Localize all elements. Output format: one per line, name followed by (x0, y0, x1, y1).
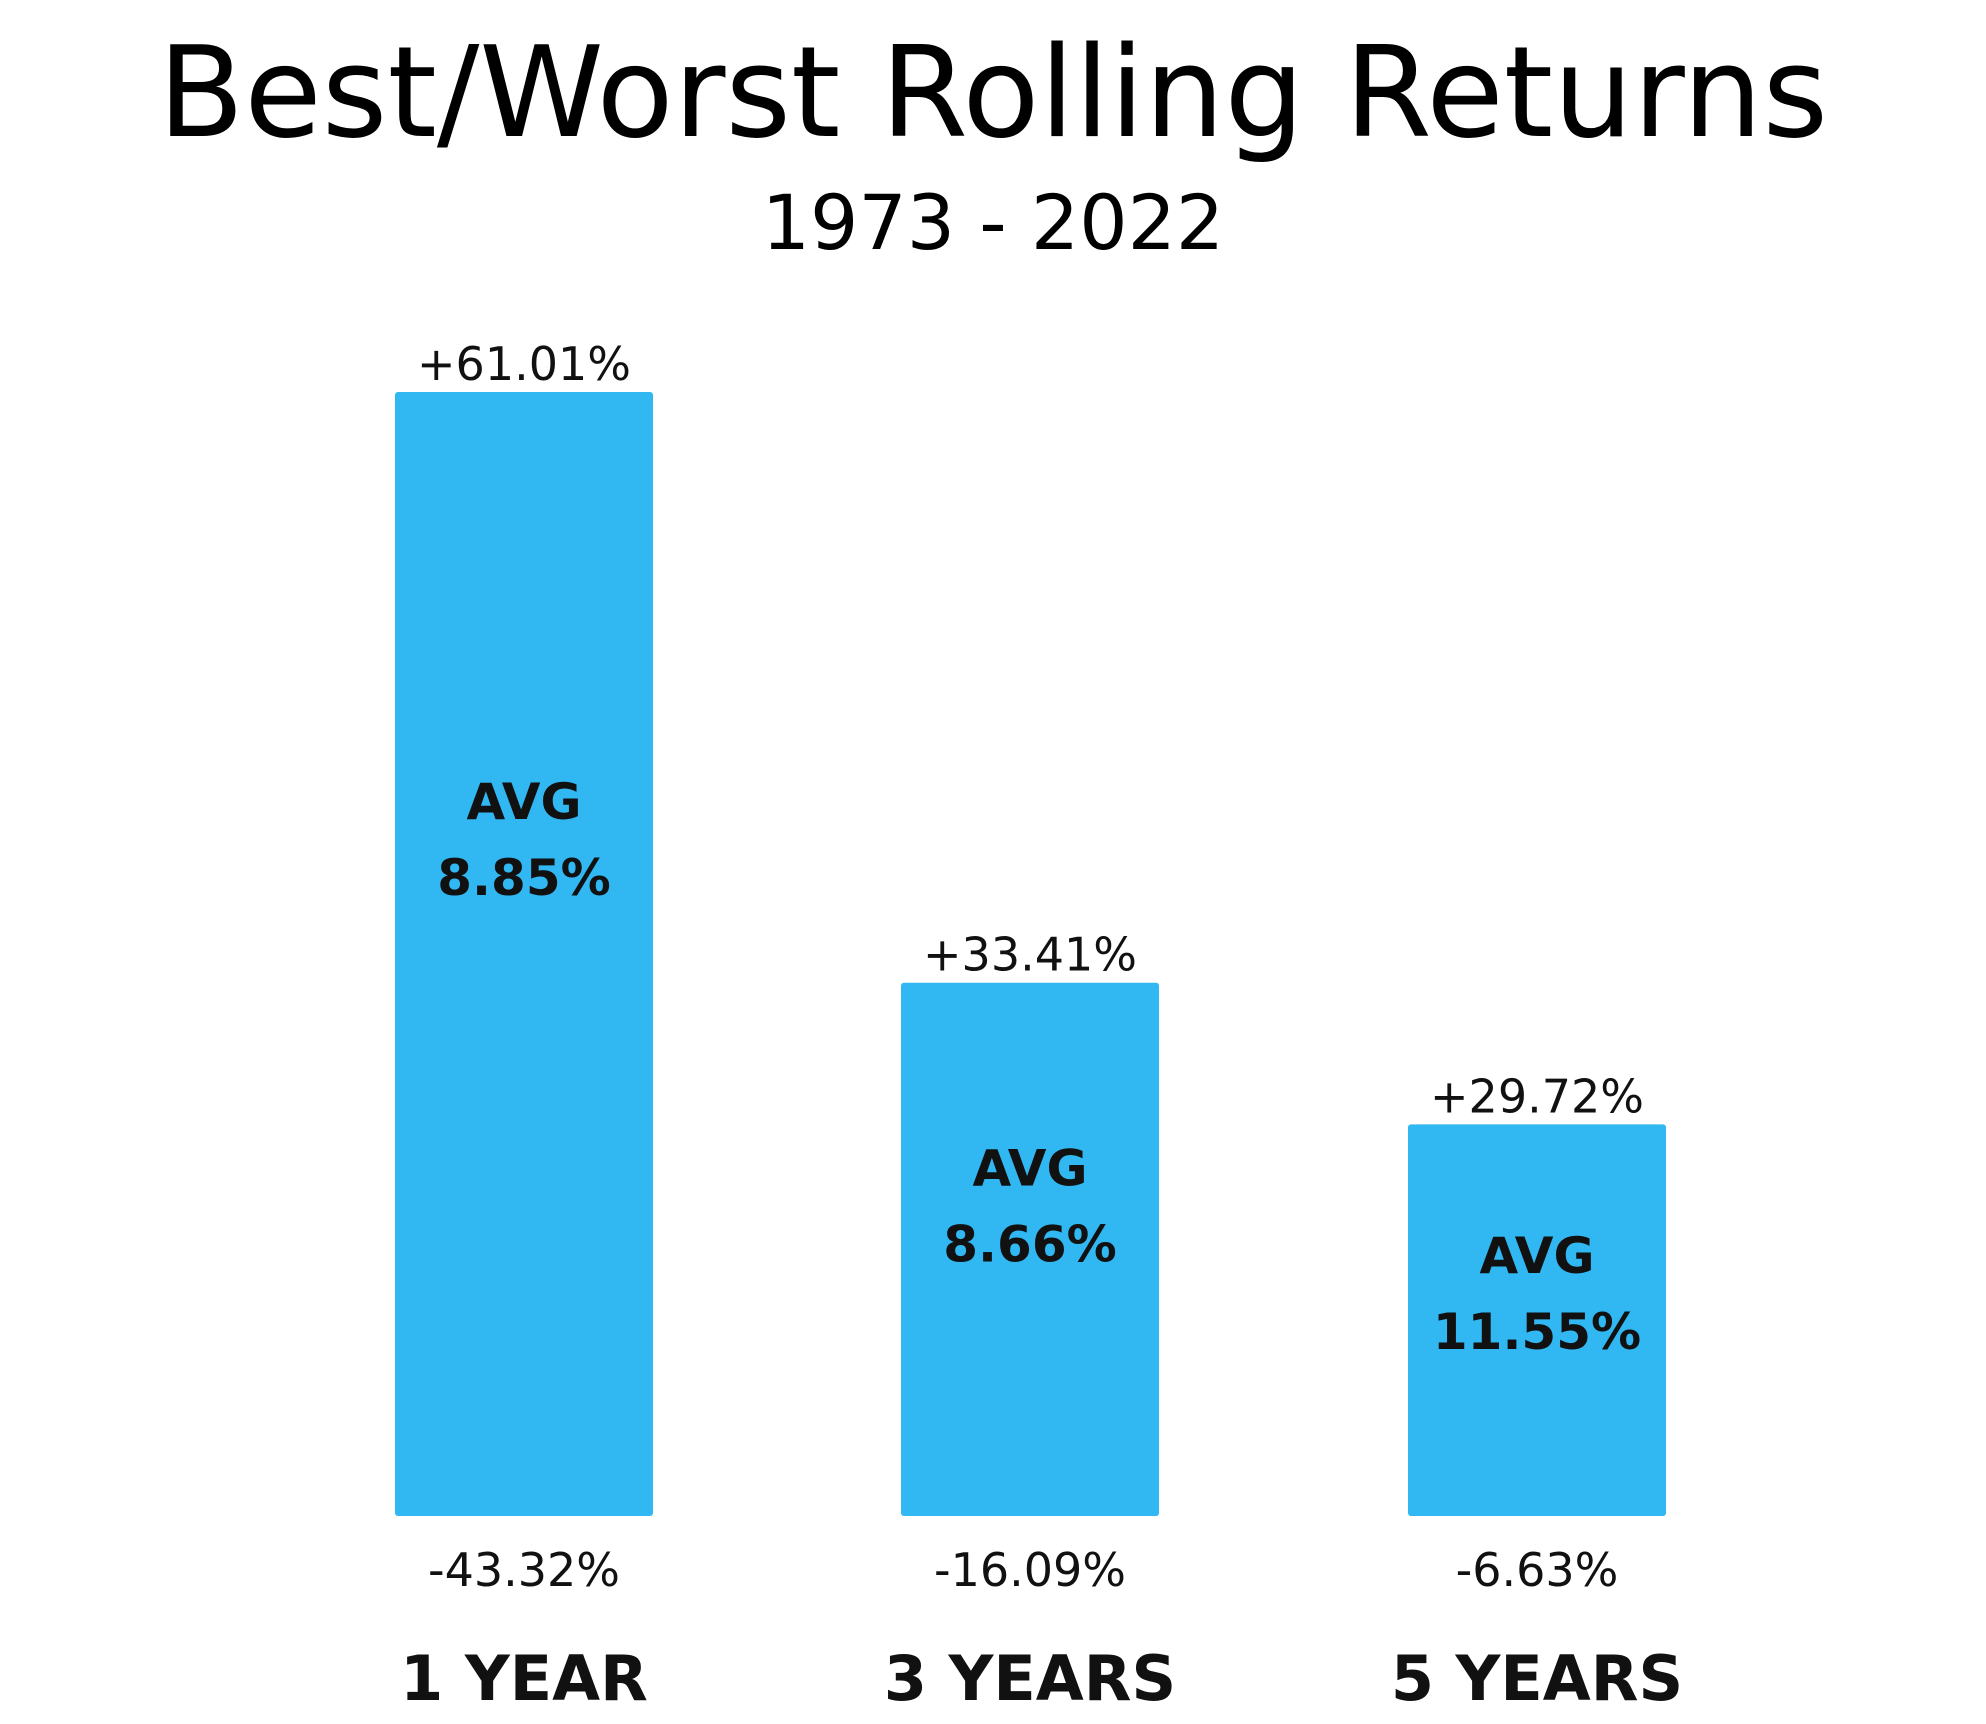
avg-value-label: 11.55% (1433, 1303, 1641, 1361)
range-bar (395, 392, 653, 1516)
best-value-label: +61.01% (417, 337, 631, 391)
category-label: 3 YEARS (884, 1642, 1176, 1715)
worst-value-label: -6.63% (1456, 1543, 1619, 1597)
worst-value-label: -43.32% (428, 1543, 620, 1597)
category-label: 5 YEARS (1391, 1642, 1683, 1715)
avg-value-label: 8.66% (943, 1215, 1116, 1273)
range-bar (901, 982, 1159, 1516)
avg-word-label: AVG (1479, 1227, 1594, 1285)
chart-subtitle: 1973 - 2022 (761, 178, 1225, 267)
worst-value-label: -16.09% (934, 1543, 1126, 1597)
best-value-label: +33.41% (923, 928, 1137, 982)
avg-word-label: AVG (972, 1139, 1087, 1197)
best-value-label: +29.72% (1430, 1069, 1644, 1123)
avg-value-label: 8.85% (437, 849, 610, 907)
range-bar (1408, 1124, 1666, 1516)
chart-title: Best/Worst Rolling Returns (157, 19, 1829, 166)
category-label: 1 YEAR (400, 1642, 648, 1715)
avg-word-label: AVG (466, 773, 581, 831)
